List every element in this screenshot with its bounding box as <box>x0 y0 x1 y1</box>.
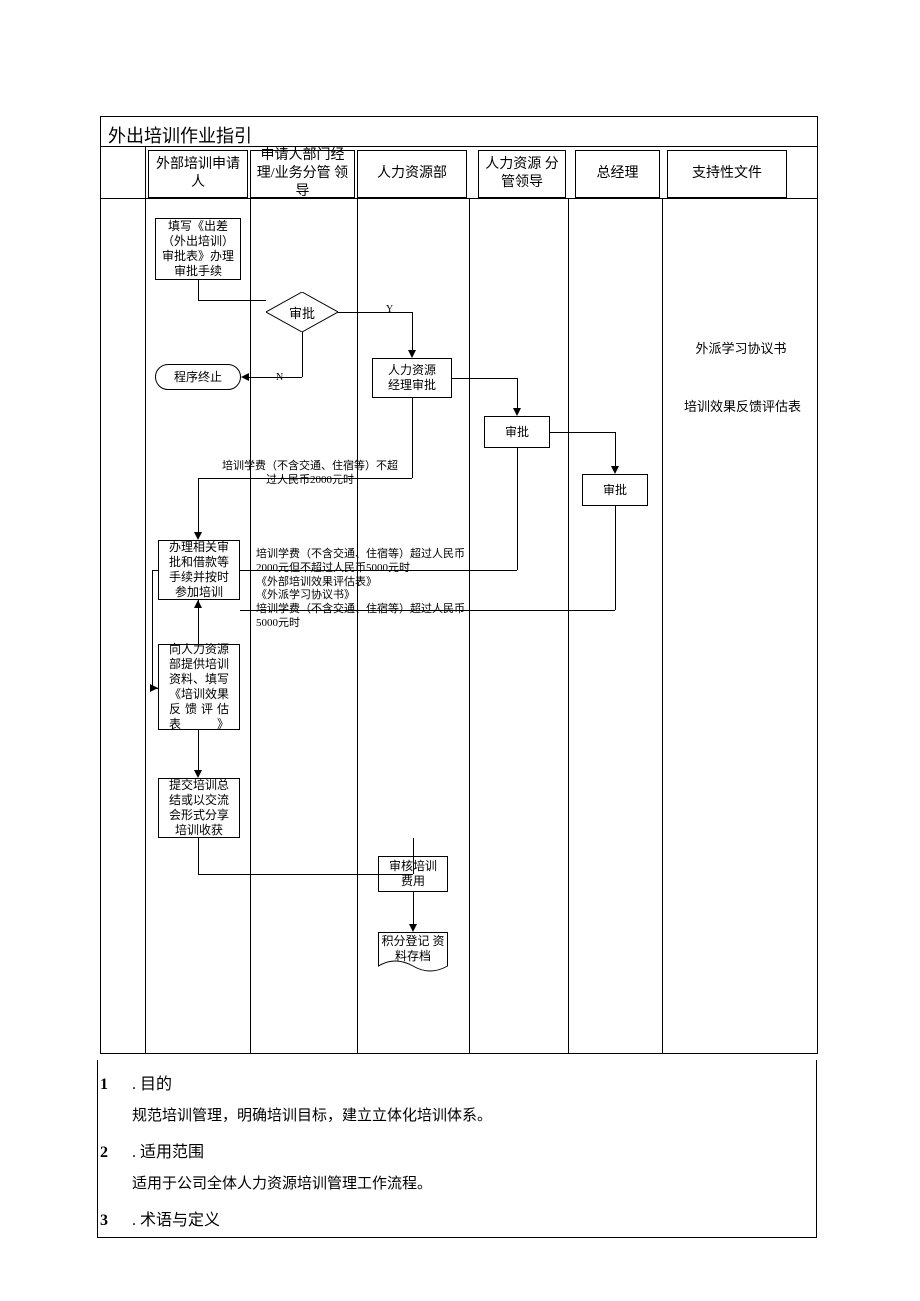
node-handle: 办理相关审 批和借款等 手续并按时 参加培训 <box>158 540 240 600</box>
node-approve2: 审批 <box>484 416 550 448</box>
section-2-head: 适用范围 <box>140 1144 204 1161</box>
conn-feedback-down <box>198 730 199 770</box>
node-approve1-label: 审批 <box>266 292 338 332</box>
node-approve3: 审批 <box>582 474 648 506</box>
section-3-num: 3 <box>100 1208 128 1234</box>
arrow-to-handle <box>194 532 202 540</box>
section-1-body: 规范培训管理，明确培训目标，建立立体化培训体系。 <box>132 1104 800 1128</box>
section-1: 1 . 目的 规范培训管理，明确培训目标，建立立体化培训体系。 <box>100 1072 800 1128</box>
node-approve1-diamond: 审批 <box>266 292 338 332</box>
conn-a3-left <box>240 610 615 611</box>
lane-sep-1 <box>250 198 251 1054</box>
conn-a2-down <box>615 432 616 466</box>
col-header-4: 总经理 <box>575 150 660 198</box>
col-header-1: 申请人部门经 理/业务分管 领导 <box>250 150 355 198</box>
col-header-0: 外部培训申请 人 <box>148 150 248 198</box>
arrow-loop-into-feedback <box>150 684 158 692</box>
arrow-audit-down <box>409 924 417 932</box>
annot-lt2000: 培训学费（不含交通、住宿等）不超 过人民币2000元时 <box>200 460 420 488</box>
section-3-dot: . <box>132 1212 136 1229</box>
section-3: 3 . 术语与定义 <box>100 1208 800 1234</box>
conn-n-left <box>249 377 302 378</box>
node-terminate: 程序终止 <box>155 364 241 390</box>
conn-start-down <box>198 280 199 300</box>
section-2-dot: . <box>132 1144 136 1161</box>
section-3-head: 术语与定义 <box>140 1212 220 1229</box>
side-doc-2: 培训效果反馈评估表 <box>670 396 815 415</box>
section-2-num: 2 <box>100 1140 128 1166</box>
lane-sep-4 <box>568 198 569 1054</box>
conn-summary-up <box>413 856 414 874</box>
conn-a2-right <box>550 432 615 433</box>
conn-hr-down <box>517 378 518 408</box>
conn-summary-right <box>198 874 413 875</box>
arrow-a2-down <box>611 466 619 474</box>
conn-a3-down <box>615 506 616 610</box>
conn-loop-left-h2 <box>152 570 158 571</box>
section-2: 2 . 适用范围 适用于公司全体人力资源培训管理工作流程。 <box>100 1140 800 1196</box>
arrow-hr-down <box>513 408 521 416</box>
side-doc-1: 外派学习协议书 <box>676 338 806 357</box>
lane-sep-5 <box>662 198 663 1054</box>
conn-a2-down2 <box>517 448 518 570</box>
arrow-n-left <box>241 373 249 381</box>
conn-hr-left <box>198 478 412 479</box>
col-header-2: 人力资源部 <box>357 150 467 198</box>
arrow-y-down <box>408 350 416 358</box>
conn-start-right <box>198 300 266 301</box>
conn-hr-down2 <box>412 398 413 478</box>
arrow-feedback-down <box>194 770 202 778</box>
conn-loop-left-v <box>152 570 153 688</box>
title-underline <box>100 146 818 147</box>
annot-mid: 培训学费（不含交通、住宿等）超过人民币 2000元但不超过人民币5000元时 《… <box>256 548 496 631</box>
conn-into-audit <box>413 838 414 856</box>
left-gutter <box>145 146 146 1054</box>
node-archive-label: 积分登记 资料存档 <box>378 934 448 964</box>
section-2-body: 适用于公司全体人力资源培训管理工作流程。 <box>132 1172 800 1196</box>
conn-y-right <box>338 312 412 313</box>
conn-hr-down-to-handle <box>198 478 199 532</box>
node-hr-mgr: 人力资源 经理审批 <box>372 358 452 398</box>
node-feedback: 向人力资源 部提供培训 资料、填写 《培训效果 反 馈 评 估 表》 <box>158 644 240 730</box>
page-root: 外出培训作业指引 外部培训申请 人 申请人部门经 理/业务分管 领导 人力资源部… <box>0 0 920 1301</box>
arrow-handle-up <box>194 600 202 608</box>
diagram-title: 外出培训作业指引 <box>108 122 252 148</box>
conn-a2-left <box>240 570 517 571</box>
node-summary: 提交培训总 结或以交流 会形式分享 培训收获 <box>158 778 240 838</box>
section-1-num: 1 <box>100 1072 128 1098</box>
node-archive: 积分登记 资料存档 <box>378 932 448 972</box>
header-bottom-line <box>100 198 818 199</box>
col-header-5: 支持性文件 <box>667 150 787 198</box>
conn-audit-down <box>413 892 414 924</box>
conn-summary-down <box>198 838 199 874</box>
col-header-3: 人力资源 分管领导 <box>478 150 566 198</box>
conn-n-down <box>302 332 303 377</box>
conn-y-down <box>412 312 413 350</box>
conn-hr-right <box>452 378 517 379</box>
node-start: 填写《出差 （外出培训） 审批表》办理 审批手续 <box>155 218 241 280</box>
section-1-dot: . <box>132 1076 136 1093</box>
section-1-head: 目的 <box>140 1076 172 1093</box>
label-y: Y <box>386 304 393 315</box>
